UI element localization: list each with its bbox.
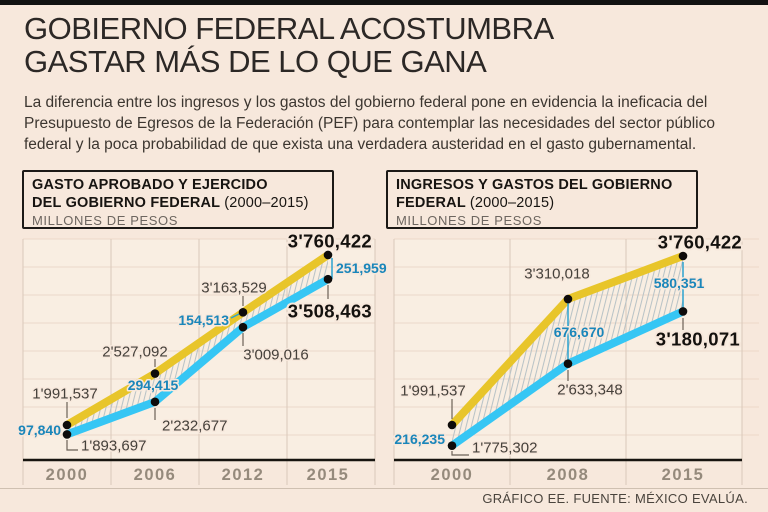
chart-title-right: INGRESOS Y GASTOS DEL GOBIERNO FEDERAL (2… [396,176,696,212]
value-label-gray: 1'775,302 [472,440,537,457]
axis-year-label: 2000 [46,466,89,484]
chart-period-right: (2000–2015) [469,195,555,212]
label-leader-elbow [66,440,78,451]
top-accent-bar [0,0,768,5]
data-point [150,397,160,407]
data-point [447,420,457,430]
chart-title-left-line2: DEL GOBIERNO FEDERAL [32,195,220,212]
chart-title-right-line2: FEDERAL [396,195,466,212]
data-point [678,251,688,261]
value-label-gray: 3'163,529 [201,280,266,297]
value-label-gray: 2'633,348 [557,382,622,399]
chart-title-left-line1: GASTO APROBADO Y EJERCIDO [32,177,268,193]
chart-units-right: MILLONES DE PESOS [396,213,543,229]
data-point [323,250,333,260]
value-label-gray: 2'527,092 [102,344,167,361]
chart-period-left: (2000–2015) [224,195,309,212]
data-point [323,274,333,284]
chart-title-right-line1: INGRESOS Y GASTOS DEL GOBIERNO [396,177,673,193]
intro-paragraph: La diferencia entre los ingresos y los g… [24,94,715,154]
value-label-blue: 251,959 [336,260,387,276]
title-line-2: GASTAR MÁS DE LO QUE GANA [24,44,487,80]
chart-header-right: INGRESOS Y GASTOS DEL GOBIERNO FEDERAL (2… [386,170,698,229]
chart-title-left: GASTO APROBADO Y EJERCIDO DEL GOBIERNO FE… [32,176,332,212]
series-line-ejercido [63,250,332,429]
data-point [447,441,457,450]
value-label-blue: 294,415 [128,377,179,393]
value-label-blue: 580,351 [654,275,705,291]
chart-header-left: GASTO APROBADO Y EJERCIDO DEL GOBIERNO FE… [22,170,334,229]
data-point [62,420,72,430]
value-label-big: 3'180,071 [656,329,740,350]
source-credit: GRÁFICO EE. FUENTE: MÉXICO EVALÚA. [482,491,748,506]
value-label-gray: 3'310,018 [524,266,589,283]
value-label-blue: 97,840 [18,422,61,438]
difference-leader-line [230,313,240,319]
value-label-blue: 676,670 [554,324,605,340]
data-point [563,359,573,368]
value-label-blue: 216,235 [394,431,445,447]
value-label-gray: 1'991,537 [32,386,97,403]
line-chart-gasto-aprobado-ejercido: 1'991,537 2'527,092 3'163,529 3'760,422 1'89… [17,229,388,485]
data-point [238,322,248,332]
chart-units-left: MILLONES DE PESOS [32,213,179,229]
value-label-big: 3'508,463 [288,301,372,322]
value-label-big: 3'760,422 [288,231,372,252]
page-title: GOBIERNO FEDERAL ACOSTUMBRA GASTAR MÁS DE… [24,12,554,79]
series-line-aprobado [63,275,332,439]
value-label-gray: 3'009,016 [243,347,308,364]
axis-year-label: 2015 [307,466,350,484]
data-point [678,307,688,316]
value-label-gray: 1'991,537 [400,383,465,400]
data-point [150,369,160,378]
axis-year-label: 2015 [662,466,705,484]
title-line-1: GOBIERNO FEDERAL ACOSTUMBRA [24,11,554,46]
value-label-blue: 154,513 [178,312,229,328]
label-leader-elbow [451,451,469,456]
line-chart-ingresos-gastos: 1'991,537 3'310,018 3'760,422 1'775,302 2'63… [393,230,759,485]
data-point [563,294,573,304]
axis-year-label: 2008 [547,466,590,484]
value-label-big: 3'760,422 [658,232,742,253]
axis-year-label: 2012 [222,466,265,484]
footer-divider [0,488,768,489]
axis-year-label: 2000 [431,466,474,484]
value-label-gray: 1'893,697 [81,438,146,455]
data-point [238,308,248,317]
value-label-gray: 2'232,677 [162,418,227,435]
data-point [62,430,72,439]
axis-year-label: 2006 [134,466,177,484]
